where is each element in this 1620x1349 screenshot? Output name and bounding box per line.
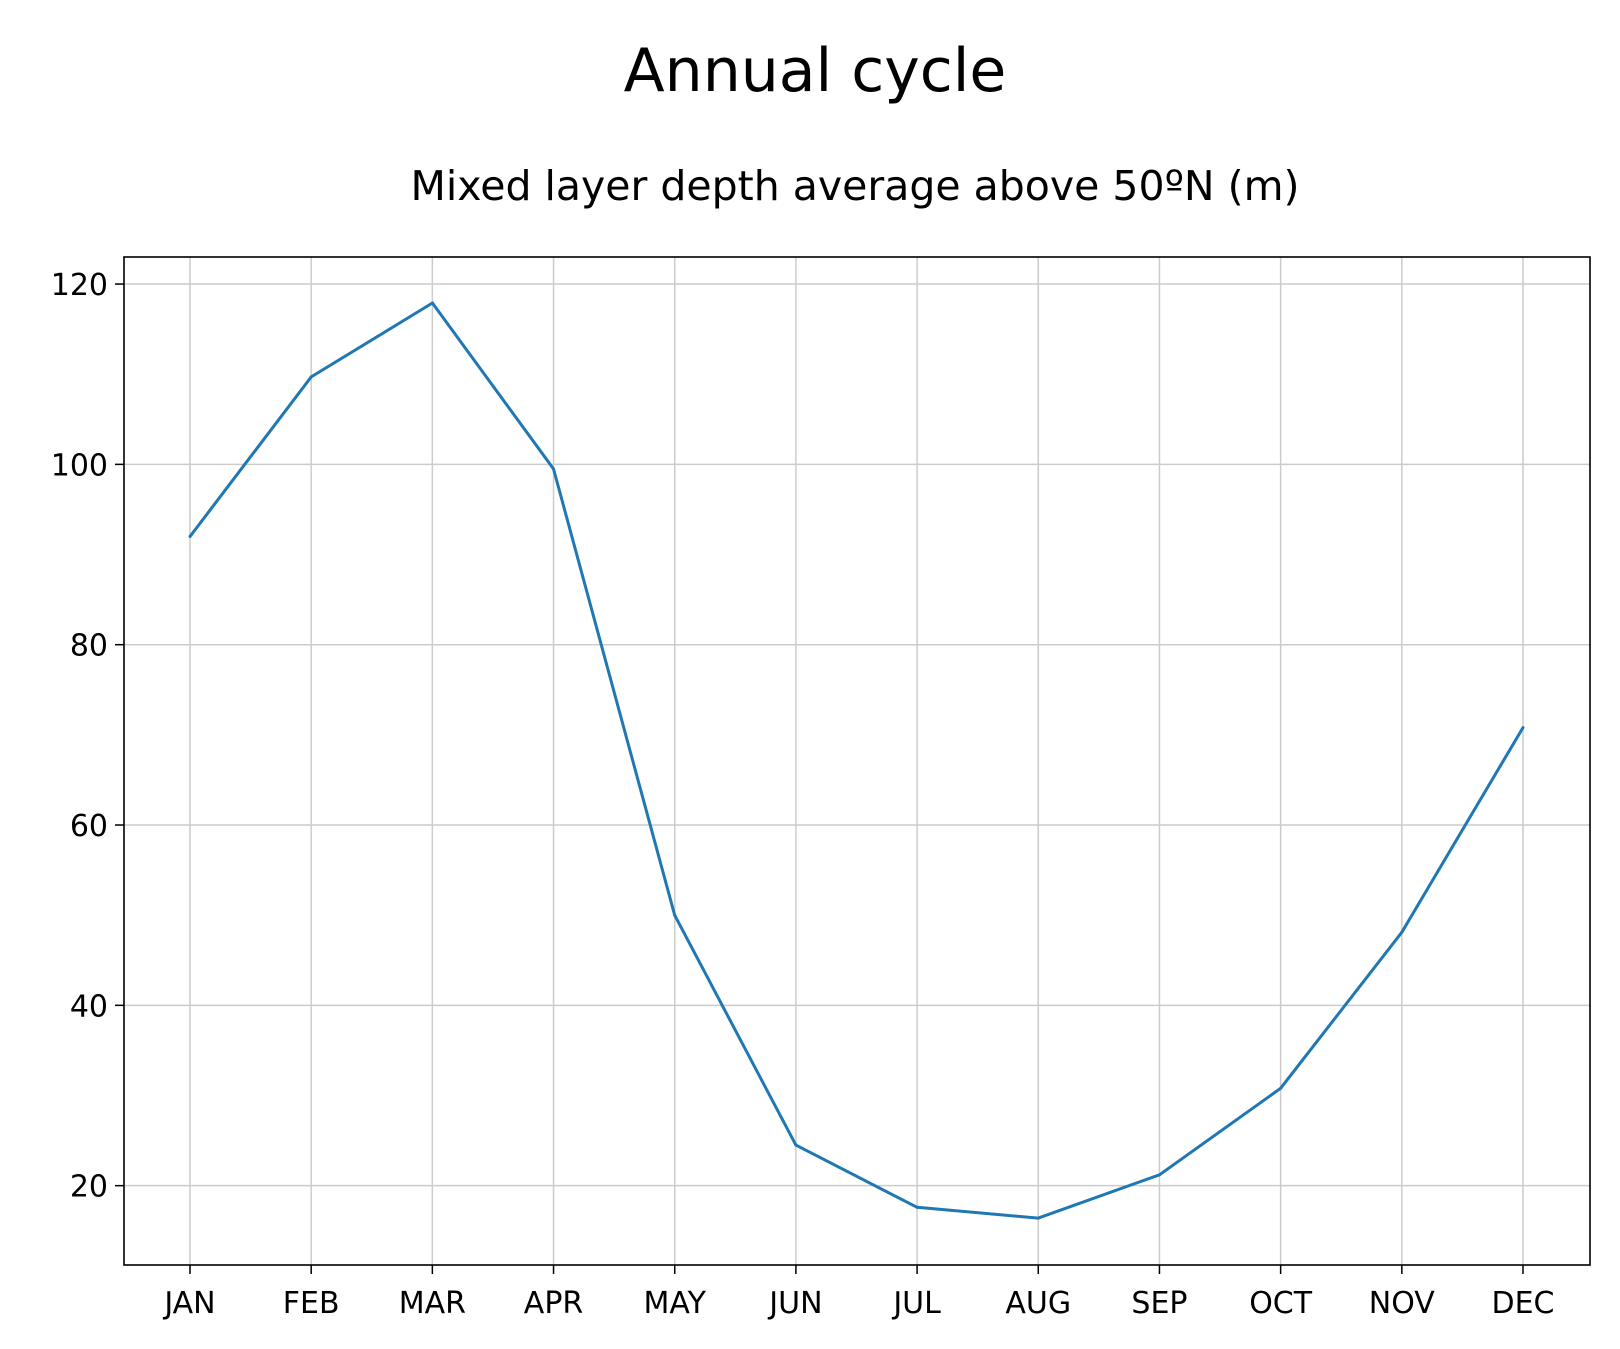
y-tick-label: 60 <box>70 809 108 844</box>
y-tick-label: 40 <box>70 989 108 1024</box>
x-tick-label: OCT <box>1249 1286 1313 1321</box>
y-tick-label: 100 <box>51 448 108 483</box>
data-point <box>1521 726 1525 730</box>
x-tick-label: SEP <box>1131 1286 1187 1321</box>
grid <box>124 257 1590 1265</box>
x-tick-label: JUL <box>891 1286 941 1321</box>
x-tick-label: FEB <box>283 1286 340 1321</box>
x-tick-label: NOV <box>1369 1286 1436 1321</box>
x-tick-label: APR <box>524 1286 583 1321</box>
chart-title: Annual cycle <box>624 36 1007 106</box>
data-point <box>552 467 556 471</box>
x-tick-label: MAR <box>399 1286 466 1321</box>
data-point <box>188 534 192 538</box>
x-tick-label: MAY <box>644 1286 707 1321</box>
data-point <box>1400 930 1404 934</box>
axis-ticks: JAN FEB MAR APR MAY JUN JUL AUG SEP OCT NOV DEC 20 40… <box>51 268 1555 1321</box>
data-point <box>430 301 434 305</box>
x-tick-label: DEC <box>1491 1286 1554 1321</box>
data-point <box>794 1143 798 1147</box>
data-point <box>915 1205 919 1209</box>
data-point <box>309 375 313 379</box>
series-line <box>188 301 1525 1220</box>
y-tick-label: 20 <box>70 1170 108 1205</box>
y-tick-label: 120 <box>51 268 108 303</box>
data-point <box>1279 1086 1283 1090</box>
chart-subtitle: Mixed layer depth average above 50ºN (m) <box>410 162 1299 210</box>
plot-area-frame <box>123 256 1591 1266</box>
series <box>188 301 1525 1220</box>
x-tick-label: AUG <box>1005 1286 1071 1321</box>
data-point <box>1157 1173 1161 1177</box>
x-tick-label: JAN <box>162 1286 215 1321</box>
data-point <box>673 913 677 917</box>
y-tick-label: 80 <box>70 629 108 664</box>
x-tick-label: JUN <box>767 1286 822 1321</box>
data-point <box>1036 1216 1040 1220</box>
